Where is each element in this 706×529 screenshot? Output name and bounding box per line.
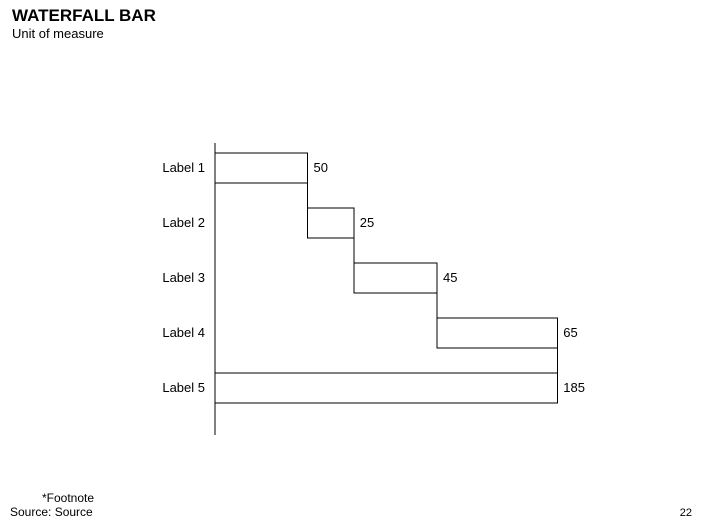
value-label-3: 45 <box>443 270 457 285</box>
row-label-1: Label 1 <box>135 160 205 175</box>
waterfall-chart <box>0 0 706 529</box>
row-label-5: Label 5 <box>135 380 205 395</box>
value-label-1: 50 <box>314 160 328 175</box>
value-label-5: 185 <box>563 380 585 395</box>
row-label-3: Label 3 <box>135 270 205 285</box>
bar-4 <box>437 318 557 348</box>
bar-5 <box>215 373 557 403</box>
page-number: 22 <box>680 507 692 519</box>
footnote: *Footnote <box>42 491 94 505</box>
bar-2 <box>308 208 354 238</box>
bar-1 <box>215 153 308 183</box>
value-label-4: 65 <box>563 325 577 340</box>
source-line: Source: Source <box>10 505 93 519</box>
value-label-2: 25 <box>360 215 374 230</box>
row-label-4: Label 4 <box>135 325 205 340</box>
row-label-2: Label 2 <box>135 215 205 230</box>
bar-3 <box>354 263 437 293</box>
